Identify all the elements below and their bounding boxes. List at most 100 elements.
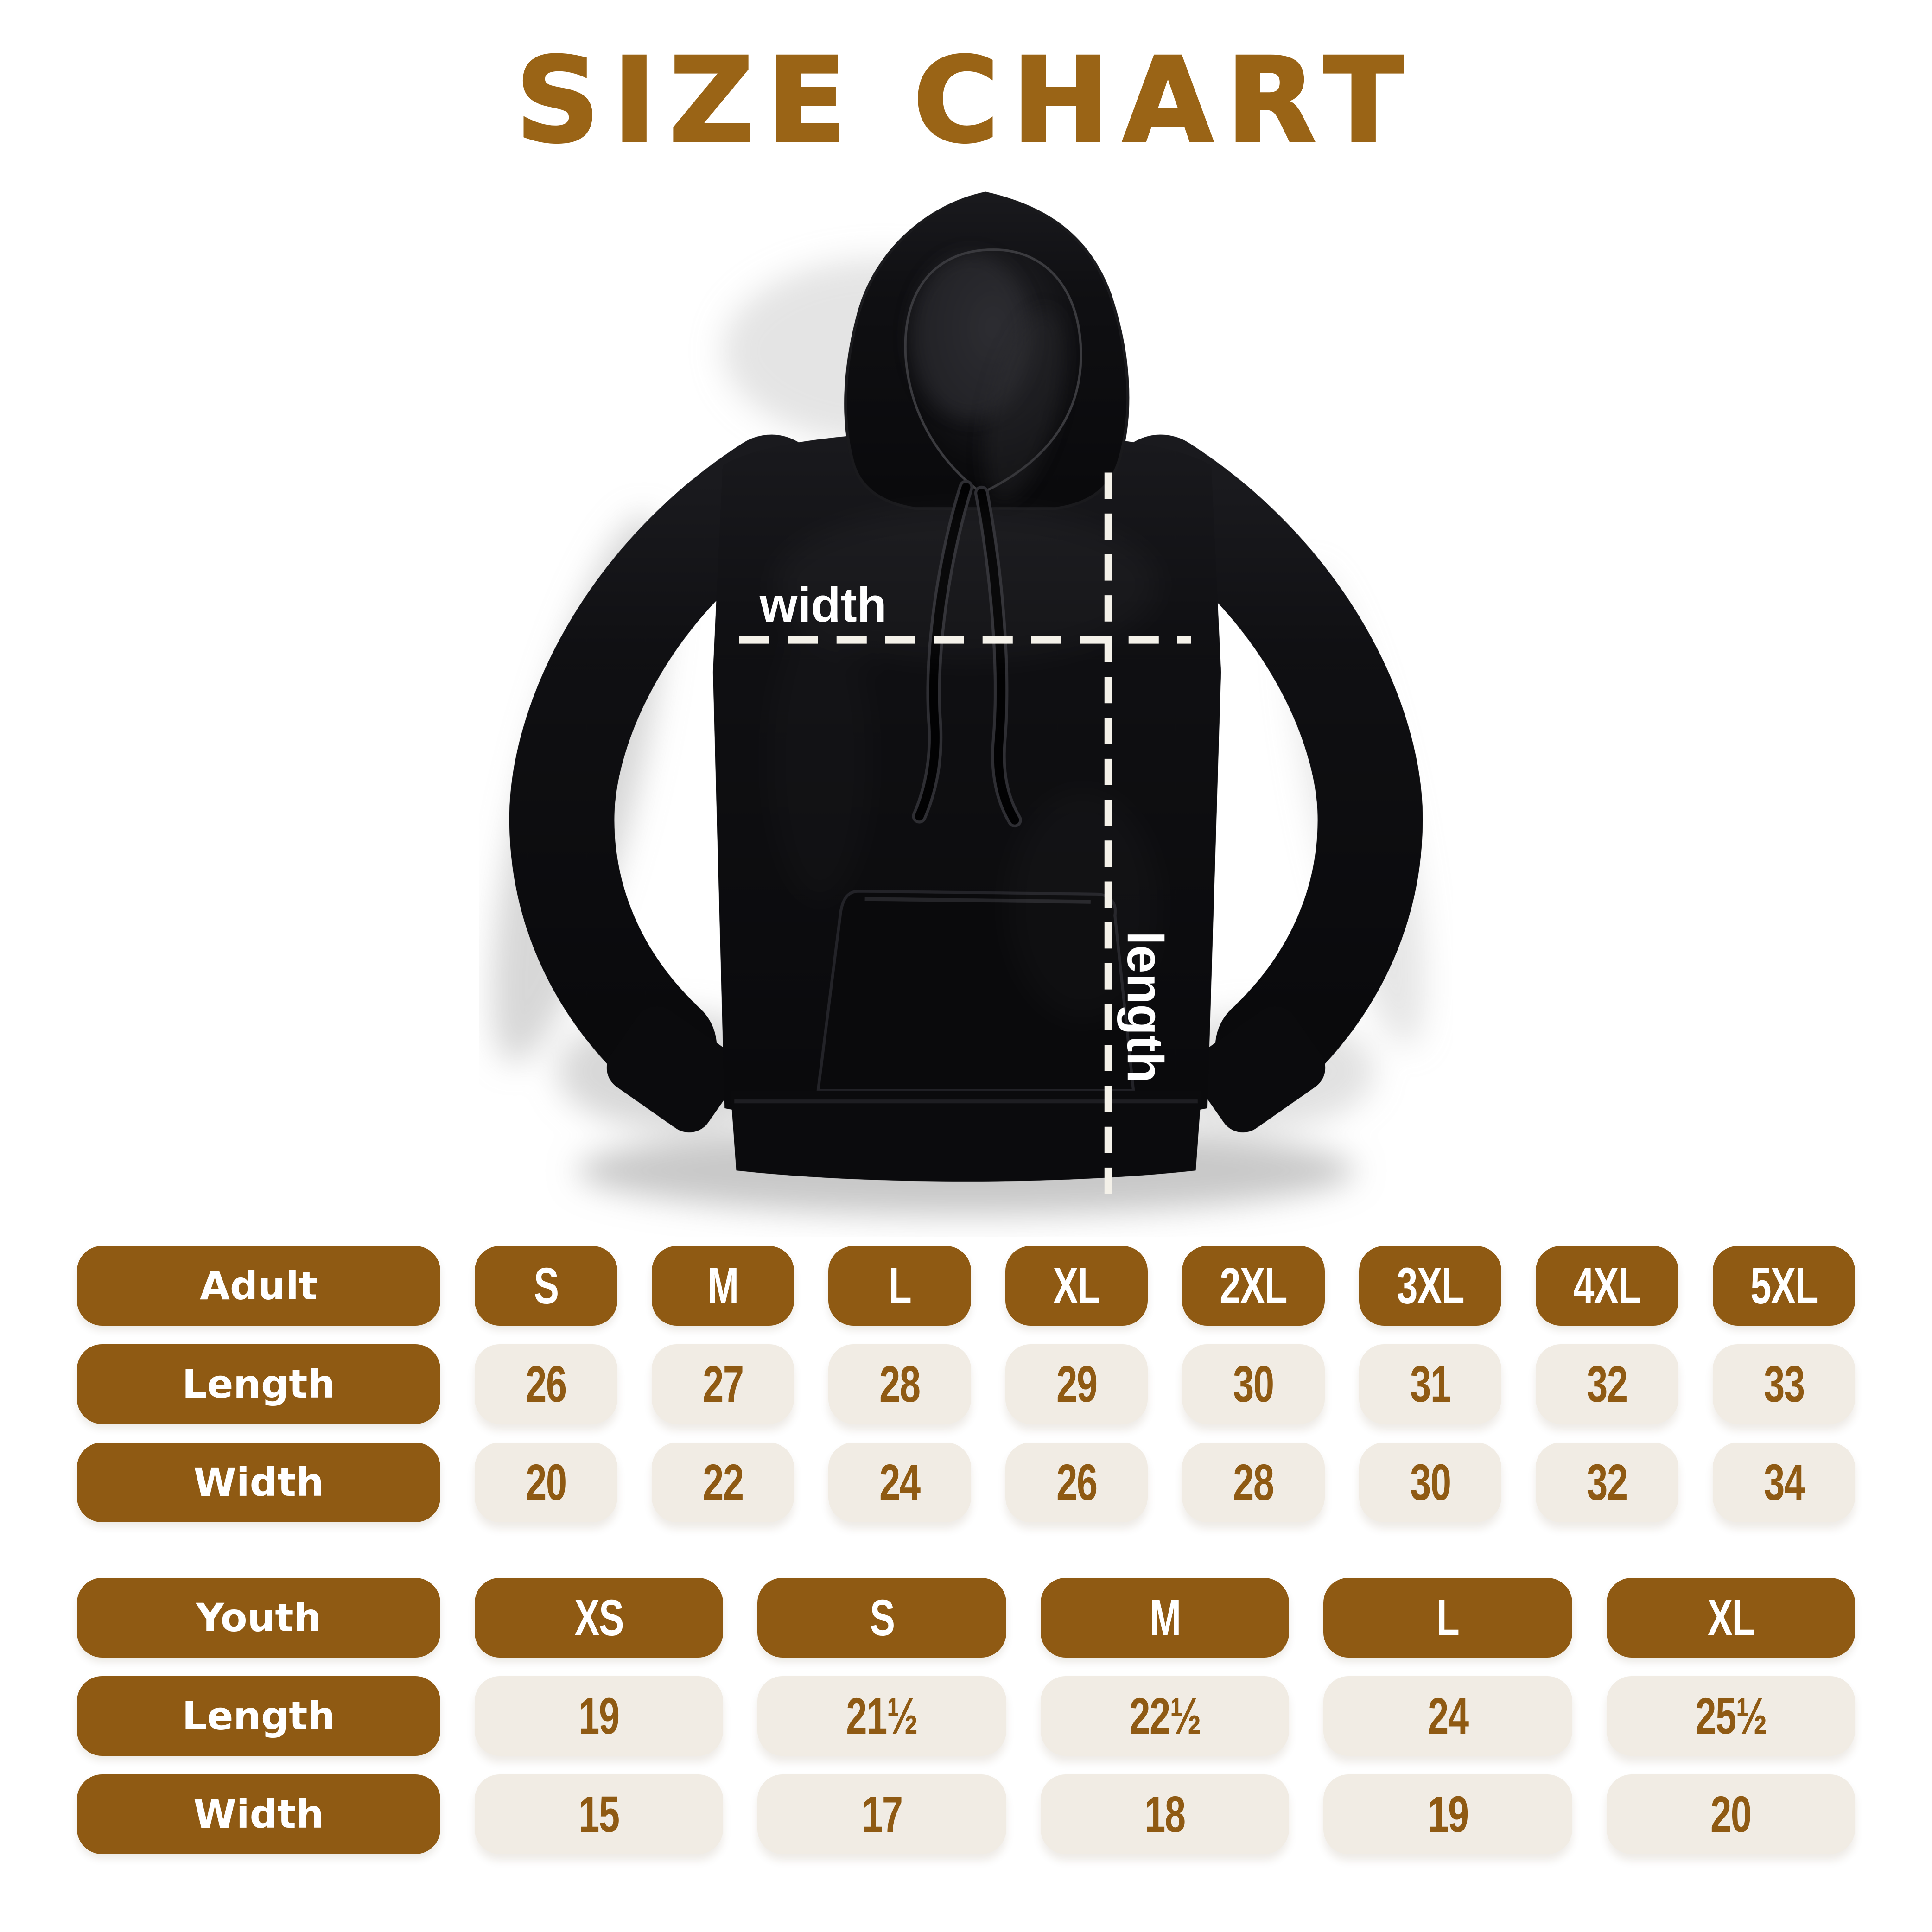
adult-size-header-3xl-text: 3XL — [1396, 1257, 1464, 1315]
youth-size-header-xs-text: XS — [574, 1589, 624, 1646]
youth-length-value: 24 — [1323, 1676, 1572, 1756]
adult-width-value-text: 34 — [1763, 1453, 1805, 1511]
adult-length-value-text: 26 — [525, 1355, 567, 1413]
youth-row-label-width-text: Width — [193, 1792, 324, 1837]
youth-size-header-l-text: L — [1436, 1589, 1460, 1646]
youth-length-value-text: 24 — [1427, 1687, 1469, 1745]
youth-length-value: 21½ — [757, 1676, 1006, 1756]
adult-width-value: 24 — [828, 1443, 971, 1522]
adult-width-value-text: 22 — [702, 1453, 744, 1511]
adult-length-value-text: 33 — [1763, 1355, 1805, 1413]
adult-size-header-s-text: S — [534, 1257, 559, 1315]
adult-size-header-5xl-text: 5XL — [1750, 1257, 1818, 1315]
youth-length-value-text: 22½ — [1129, 1687, 1201, 1745]
adult-size-header-l: L — [828, 1246, 971, 1326]
adult-width-value: 26 — [1005, 1443, 1148, 1522]
youth-length-value-text: 21½ — [846, 1687, 919, 1745]
youth-width-value-text: 20 — [1710, 1785, 1752, 1843]
hoodie-sleeves — [509, 434, 1423, 1133]
page-title: SIZE CHART — [515, 33, 1417, 169]
youth-width-value: 19 — [1323, 1774, 1572, 1854]
adult-width-value: 20 — [475, 1443, 617, 1522]
adult-size-header-m: M — [651, 1246, 794, 1326]
youth-row-label-length-text: Length — [182, 1693, 336, 1739]
adult-size-header-3xl: 3XL — [1359, 1246, 1501, 1326]
adult-length-value: 29 — [1005, 1344, 1148, 1424]
youth-size-header-xl-text: XL — [1707, 1589, 1755, 1646]
hoodie-image: width length — [492, 191, 1425, 1215]
youth-row-label-width: Width — [77, 1774, 440, 1854]
youth-length-value-text: 25½ — [1695, 1687, 1767, 1745]
adult-row-label-length-text: Length — [182, 1361, 336, 1407]
adult-size-header-2xl: 2XL — [1182, 1246, 1325, 1326]
width-label: width — [759, 578, 887, 632]
adult-width-value-text: 28 — [1233, 1453, 1274, 1511]
adult-length-value-text: 31 — [1410, 1355, 1451, 1413]
youth-size-table: Youth XS S M L XL Length 19 21½ 22½ 24 25½ Width 15 17… — [77, 1578, 1855, 1854]
adult-table-title-text: Adult — [200, 1263, 318, 1309]
hoodie-hem — [730, 1091, 1202, 1182]
youth-table-title-text: Youth — [196, 1595, 322, 1640]
adult-width-value: 30 — [1359, 1443, 1501, 1522]
adult-size-header-xl: XL — [1005, 1246, 1148, 1326]
adult-width-value: 32 — [1536, 1443, 1678, 1522]
youth-size-header-xl: XL — [1606, 1578, 1855, 1658]
youth-size-header-s-text: S — [870, 1589, 895, 1646]
youth-width-value: 17 — [757, 1774, 1006, 1854]
adult-length-value: 32 — [1536, 1344, 1678, 1424]
youth-size-header-m: M — [1040, 1578, 1290, 1658]
youth-size-header-l: L — [1323, 1578, 1572, 1658]
adult-size-header-4xl: 4XL — [1536, 1246, 1678, 1326]
adult-length-value: 28 — [828, 1344, 971, 1424]
hoodie-hood — [844, 191, 1130, 510]
adult-length-value: 27 — [651, 1344, 794, 1424]
youth-size-header-s: S — [757, 1578, 1006, 1658]
adult-row-label-width-text: Width — [193, 1460, 324, 1505]
adult-size-header-s: S — [475, 1246, 617, 1326]
youth-length-value-text: 19 — [578, 1687, 620, 1745]
length-label: length — [1117, 931, 1173, 1083]
hoodie-figure: width length — [479, 166, 1453, 1237]
adult-size-header-4xl-text: 4XL — [1573, 1257, 1641, 1315]
adult-length-value-text: 29 — [1056, 1355, 1097, 1413]
adult-table-title: Adult — [77, 1246, 440, 1326]
youth-size-header-xs: XS — [475, 1578, 724, 1658]
adult-length-value-text: 28 — [879, 1355, 921, 1413]
adult-size-header-2xl-text: 2XL — [1220, 1257, 1287, 1315]
adult-length-value: 33 — [1712, 1344, 1855, 1424]
adult-width-value-text: 26 — [1056, 1453, 1097, 1511]
youth-width-value: 20 — [1606, 1774, 1855, 1854]
adult-width-value: 22 — [651, 1443, 794, 1522]
hoodie-drawstrings — [912, 480, 1022, 827]
adult-size-header-xl-text: XL — [1053, 1257, 1101, 1315]
youth-length-value: 22½ — [1040, 1676, 1290, 1756]
adult-length-value-text: 32 — [1586, 1355, 1628, 1413]
youth-width-value: 18 — [1040, 1774, 1290, 1854]
adult-size-header-5xl: 5XL — [1712, 1246, 1855, 1326]
adult-length-value: 26 — [475, 1344, 617, 1424]
adult-width-value-text: 30 — [1410, 1453, 1451, 1511]
adult-length-value-text: 27 — [702, 1355, 744, 1413]
adult-size-header-l-text: L — [888, 1257, 912, 1315]
adult-width-value-text: 20 — [525, 1453, 567, 1511]
youth-row-label-length: Length — [77, 1676, 440, 1756]
adult-width-value-text: 32 — [1586, 1453, 1628, 1511]
adult-size-header-m-text: M — [707, 1257, 739, 1315]
adult-length-value: 31 — [1359, 1344, 1501, 1424]
adult-width-value: 34 — [1712, 1443, 1855, 1522]
adult-size-table: Adult S M L XL 2XL 3XL 4XL 5XL Length 26 27 28 29 30 31… — [77, 1246, 1855, 1522]
adult-length-value-text: 30 — [1233, 1355, 1274, 1413]
adult-length-value: 30 — [1182, 1344, 1325, 1424]
youth-width-value: 15 — [475, 1774, 724, 1854]
youth-length-value: 25½ — [1606, 1676, 1855, 1756]
adult-row-label-length: Length — [77, 1344, 440, 1424]
size-tables: Adult S M L XL 2XL 3XL 4XL 5XL Length 26 27 28 29 30 31… — [77, 1246, 1855, 1910]
youth-width-value-text: 15 — [578, 1785, 620, 1843]
youth-width-value-text: 17 — [861, 1785, 903, 1843]
youth-size-header-m-text: M — [1149, 1589, 1181, 1646]
youth-width-value-text: 18 — [1144, 1785, 1186, 1843]
youth-length-value: 19 — [475, 1676, 724, 1756]
adult-row-label-width: Width — [77, 1443, 440, 1522]
adult-width-value-text: 24 — [879, 1453, 921, 1511]
youth-table-title: Youth — [77, 1578, 440, 1658]
